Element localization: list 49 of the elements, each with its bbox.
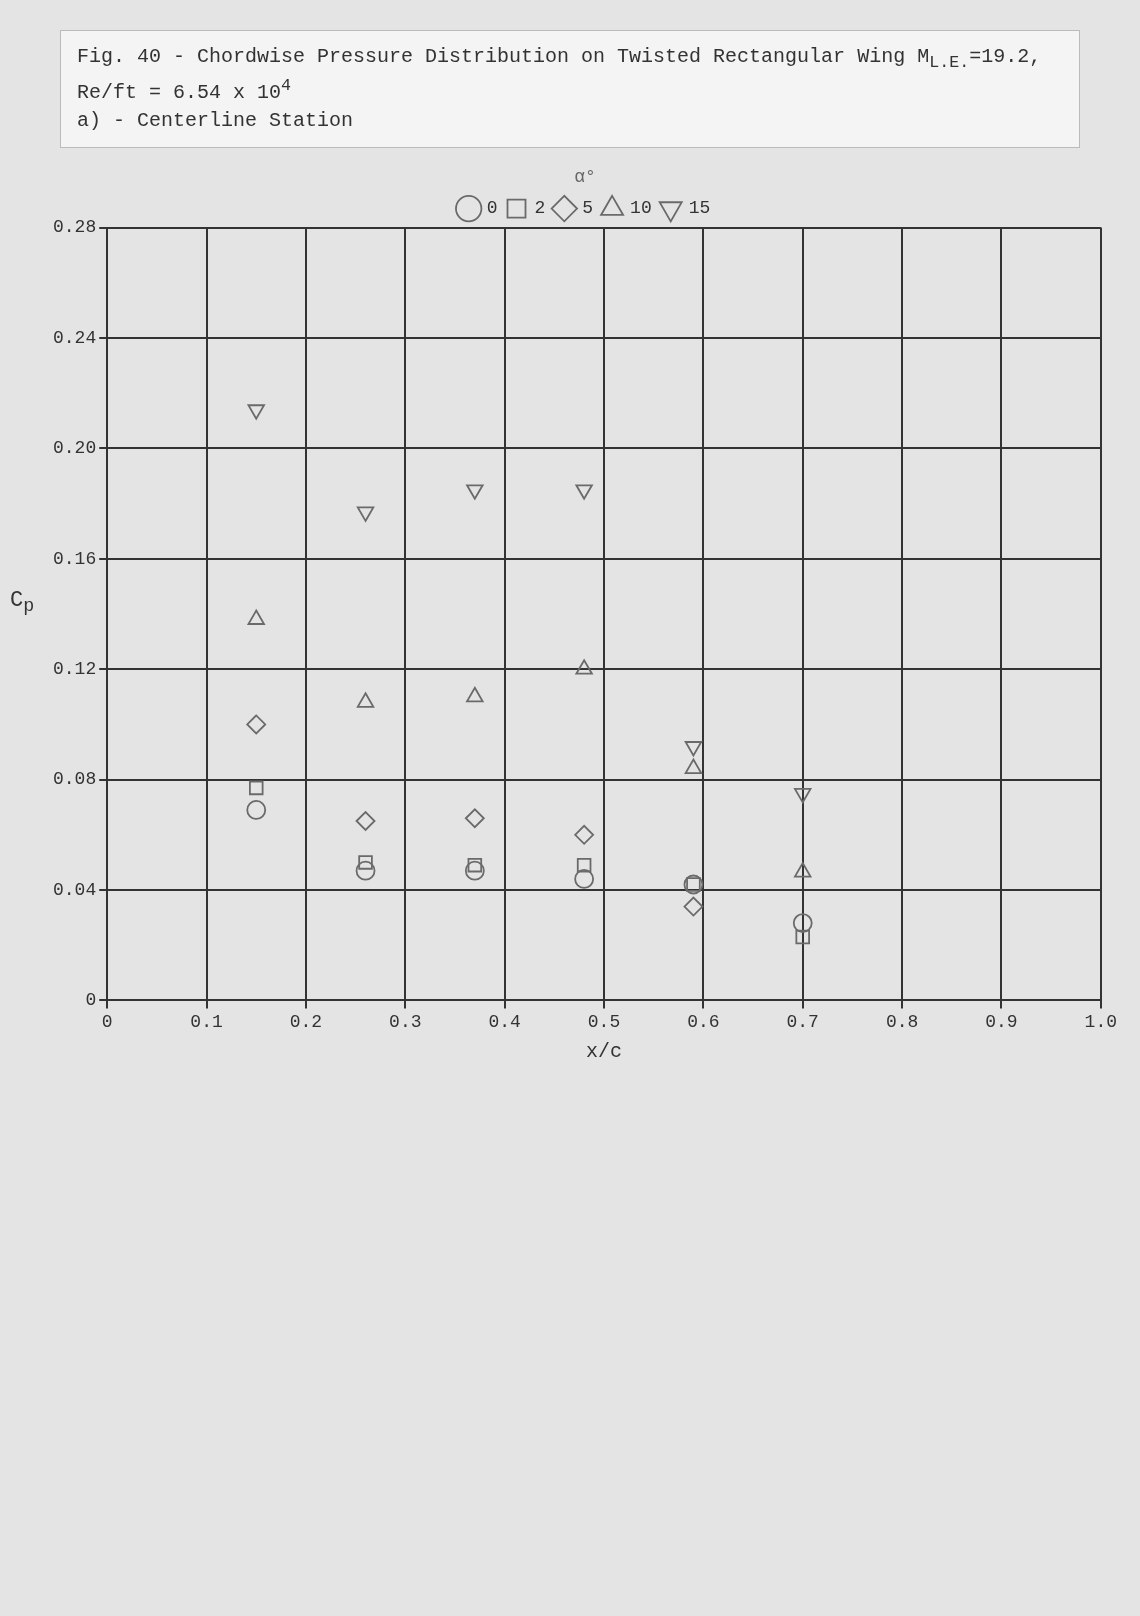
point — [574, 869, 595, 889]
x-tick-label: 0.5 — [587, 1011, 621, 1032]
point — [792, 913, 813, 933]
x-axis-title: x/c — [585, 1040, 623, 1064]
x-tick-label: 0 — [101, 1011, 113, 1032]
point — [794, 787, 812, 804]
x-tick-label: 0.3 — [389, 1011, 422, 1032]
x-tick-label: 0.4 — [488, 1011, 521, 1032]
point — [247, 404, 265, 420]
point — [356, 506, 375, 522]
y-axis-title: C$_{p}$ — [10, 587, 35, 618]
x-tick-label: 1.0 — [1084, 1011, 1117, 1032]
y-tick-label: 0.12 — [52, 658, 97, 679]
legend-label: 5 — [582, 198, 594, 219]
chart-subtitle: a) - Centerline Station — [77, 108, 355, 134]
legend-label: 15 — [688, 198, 711, 219]
y-tick-label: 0.24 — [52, 327, 97, 348]
y-tick-label: 0 — [85, 990, 97, 1011]
y-tick-label: 0.04 — [52, 879, 97, 900]
y-tick-label: 0.20 — [52, 438, 97, 459]
point — [464, 808, 485, 829]
point — [246, 800, 267, 820]
y-tick-label: 0.28 — [52, 217, 97, 238]
point — [466, 484, 484, 500]
y-tick-label: 0.08 — [52, 769, 97, 790]
point — [248, 780, 264, 796]
point — [355, 860, 376, 881]
x-tick-label: 0.1 — [190, 1011, 223, 1032]
x-tick-label: 0.6 — [687, 1011, 720, 1032]
chart-title: Fig. 40 - Chordwise Pressure Distribution on Twisted Rectangular Wing M$_{L.E.}$=19.2, Re/ft = 6.54 x 10$^{4}$ — [77, 45, 1042, 104]
x-tick-label: 0.7 — [786, 1011, 819, 1032]
point — [358, 855, 373, 870]
legend-label: 0 — [486, 198, 498, 219]
x-tick-label: 0.2 — [289, 1011, 323, 1032]
point — [684, 741, 703, 757]
point — [464, 860, 485, 881]
point — [683, 896, 704, 917]
legend-label: 2 — [534, 198, 546, 219]
legend-title: α° — [574, 166, 596, 187]
x-tick-label: 0.8 — [885, 1011, 919, 1032]
point — [576, 857, 592, 873]
point — [575, 484, 593, 500]
point — [246, 714, 267, 735]
point — [355, 811, 376, 831]
point — [795, 929, 810, 945]
point — [574, 824, 595, 845]
legend-label: 10 — [630, 198, 652, 219]
x-tick-label: 0.9 — [985, 1011, 1018, 1032]
y-tick-label: 0.16 — [52, 548, 97, 569]
